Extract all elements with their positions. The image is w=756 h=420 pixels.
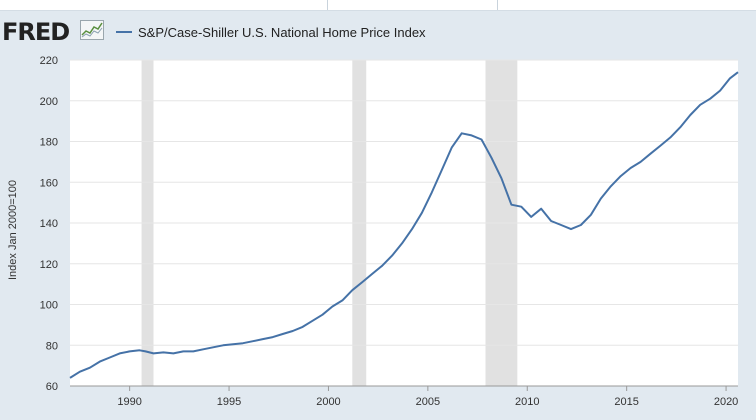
data-point[interactable] (608, 183, 614, 189)
data-point[interactable] (329, 304, 335, 310)
y-tick-label: 160 (40, 177, 58, 189)
data-point[interactable] (735, 69, 741, 75)
data-point[interactable] (568, 226, 574, 232)
data-point[interactable] (137, 347, 143, 353)
y-tick-label: 60 (46, 381, 58, 393)
data-point[interactable] (151, 350, 157, 356)
data-point[interactable] (389, 253, 395, 259)
data-point[interactable] (528, 214, 534, 220)
x-tick-label: 2005 (416, 396, 440, 408)
series-line (69, 71, 739, 379)
data-point[interactable] (508, 202, 514, 208)
data-point[interactable] (250, 338, 256, 344)
data-point[interactable] (290, 328, 296, 334)
data-point[interactable] (409, 226, 415, 232)
data-point[interactable] (449, 145, 455, 151)
y-tick-label: 100 (40, 300, 58, 312)
data-point[interactable] (210, 344, 216, 350)
data-point[interactable] (697, 102, 703, 108)
y-tick-label: 80 (46, 340, 58, 352)
y-ticks: 60 80 100 120 140 160 180 200 220 (40, 55, 58, 393)
top-bar-divider (497, 0, 498, 10)
data-point[interactable] (667, 134, 673, 140)
y-tick-label: 120 (40, 259, 58, 271)
data-point[interactable] (280, 331, 286, 337)
x-tick-label: 2000 (316, 396, 340, 408)
data-point[interactable] (638, 159, 644, 165)
data-point[interactable] (727, 75, 733, 81)
legend-label: S&P/Case-Shiller U.S. National Home Pric… (138, 24, 426, 40)
data-point[interactable] (359, 279, 365, 285)
data-point[interactable] (419, 210, 425, 216)
data-point[interactable] (87, 365, 93, 371)
data-point[interactable] (677, 124, 683, 130)
data-point[interactable] (439, 167, 445, 173)
x-ticks: 1990 1995 2000 2005 2010 2015 2020 (70, 385, 738, 408)
data-point[interactable] (117, 350, 123, 356)
data-point[interactable] (459, 130, 465, 136)
data-point[interactable] (618, 173, 624, 179)
data-point[interactable] (628, 165, 634, 171)
y-tick-label: 180 (40, 137, 58, 149)
top-bar (0, 0, 756, 11)
data-point[interactable] (339, 297, 345, 303)
data-point[interactable] (143, 348, 149, 354)
data-point[interactable] (300, 324, 306, 330)
data-point[interactable] (379, 263, 385, 269)
data-point[interactable] (310, 318, 316, 324)
top-bar-divider (327, 0, 328, 10)
y-tick-label: 200 (40, 96, 58, 108)
data-point[interactable] (170, 350, 176, 356)
data-point[interactable] (578, 222, 584, 228)
data-point[interactable] (498, 175, 504, 181)
data-point[interactable] (538, 206, 544, 212)
data-point[interactable] (687, 112, 693, 118)
data-point[interactable] (77, 369, 83, 375)
data-point[interactable] (369, 271, 375, 277)
y-tick-label: 140 (40, 218, 58, 230)
data-point[interactable] (180, 348, 186, 354)
data-point[interactable] (67, 375, 73, 381)
data-point[interactable] (518, 204, 524, 210)
data-point[interactable] (319, 312, 325, 318)
data-point[interactable] (127, 348, 133, 354)
x-tick-label: 2015 (614, 396, 638, 408)
legend[interactable]: S&P/Case-Shiller U.S. National Home Pric… (116, 22, 426, 42)
data-point[interactable] (657, 143, 663, 149)
x-tick-label: 1995 (217, 396, 241, 408)
data-point[interactable] (548, 218, 554, 224)
data-point[interactable] (469, 132, 475, 138)
data-point[interactable] (399, 240, 405, 246)
chart-header: FRED S&P/Case-Shiller U.S. National Home… (0, 14, 756, 48)
data-point[interactable] (107, 354, 113, 360)
fred-logo[interactable]: FRED (2, 18, 70, 46)
data-point[interactable] (707, 96, 713, 102)
fred-graph-icon (80, 20, 104, 40)
data-point[interactable] (190, 348, 196, 354)
data-point[interactable] (588, 212, 594, 218)
data-point[interactable] (488, 155, 494, 161)
data-point[interactable] (97, 359, 103, 365)
data-point[interactable] (598, 196, 604, 202)
data-point[interactable] (429, 189, 435, 195)
y-tick-label: 220 (40, 55, 58, 67)
x-tick-label: 2020 (714, 396, 738, 408)
data-point[interactable] (717, 88, 723, 94)
data-point[interactable] (160, 349, 166, 355)
data-point[interactable] (479, 136, 485, 142)
data-point[interactable] (260, 336, 266, 342)
data-point[interactable] (220, 342, 226, 348)
x-tick-label: 2010 (515, 396, 539, 408)
data-point[interactable] (558, 222, 564, 228)
x-tick-label: 1990 (117, 396, 141, 408)
data-point[interactable] (200, 346, 206, 352)
data-point[interactable] (349, 287, 355, 293)
data-point[interactable] (648, 151, 654, 157)
data-point[interactable] (270, 334, 276, 340)
data-point[interactable] (240, 340, 246, 346)
data-point[interactable] (230, 341, 236, 347)
legend-swatch (116, 31, 132, 33)
